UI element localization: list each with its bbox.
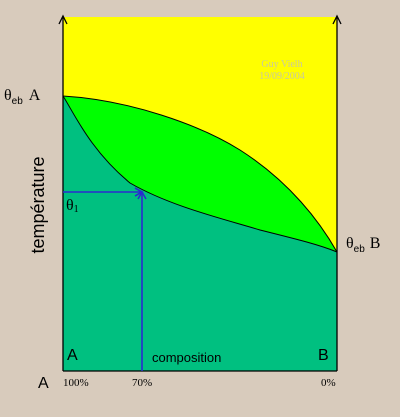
tick-100-percent: 100% [63,377,89,389]
dew-curve [62,95,338,253]
boil-a-comp: A [29,87,41,104]
boiling-curve [62,95,338,253]
right-axis-arrow [332,14,342,25]
boil-point-b-label: θeb B [346,235,380,255]
boil-a-sub: eb [12,96,24,107]
y-axis-label: température [28,156,48,253]
tick-0-percent: 0% [321,377,336,389]
x-axis-label: composition [152,350,221,365]
two-phase-region [63,96,337,252]
boil-b-theta: θ [346,235,354,252]
theta1-symbol: θ [66,197,74,214]
origin-label: A [38,375,49,392]
watermark-name: Guy Vielh [261,59,302,70]
composition-guide-arrow [137,190,147,200]
theta1-label: θ1 [66,197,79,215]
left-axis-arrow [58,14,68,25]
corner-label-a: A [67,347,78,364]
liquid-region [63,96,337,371]
boil-a-theta: θ [4,87,12,104]
corner-label-b: B [318,347,329,364]
theta1-sub: 1 [74,204,79,215]
boil-b-comp: B [370,235,381,252]
boil-b-sub: eb [354,244,366,255]
boil-point-a-label: θeb A [4,87,41,107]
tick-70-percent: 70% [132,377,152,389]
watermark-date: 19/09/2004 [259,71,305,82]
